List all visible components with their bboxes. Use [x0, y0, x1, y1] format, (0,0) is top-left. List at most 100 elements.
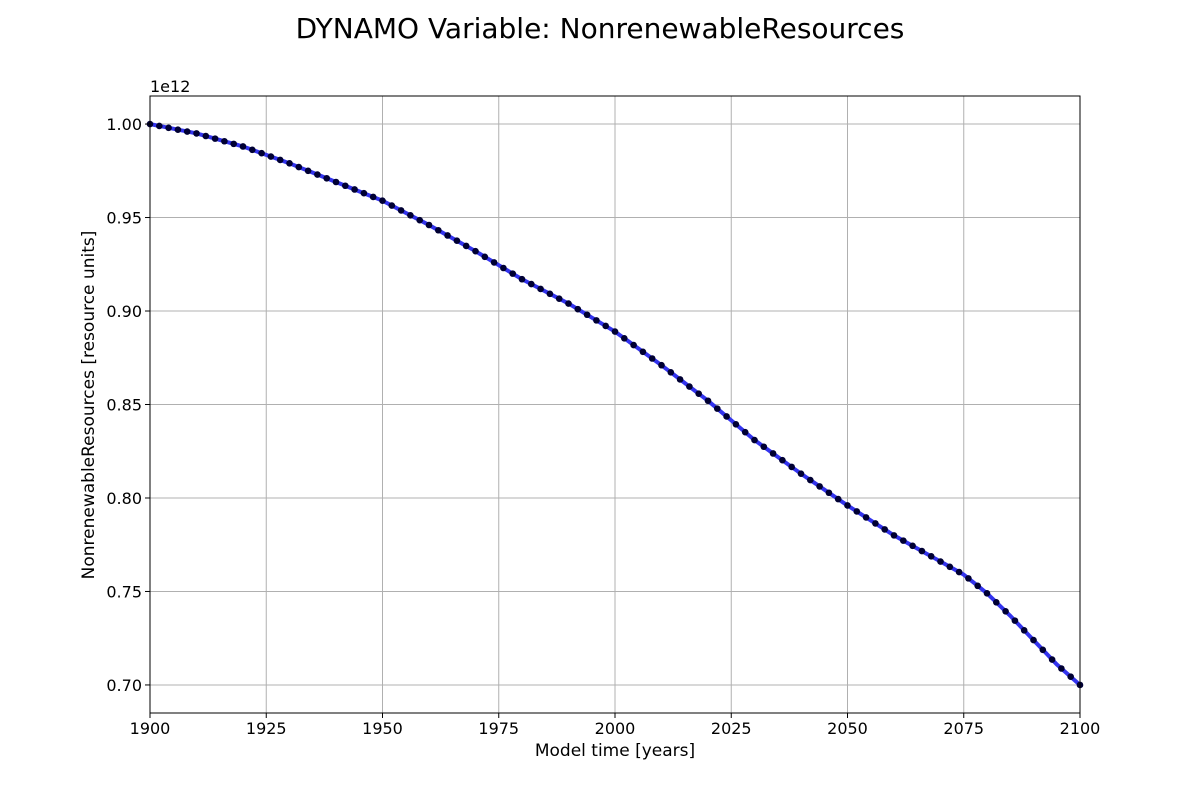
- data-point: [211, 135, 219, 142]
- data-point: [1011, 617, 1019, 624]
- data-point: [481, 253, 489, 261]
- data-point: [881, 526, 888, 533]
- x-tick-label: 2000: [595, 719, 636, 738]
- data-point: [983, 590, 991, 597]
- data-point: [630, 341, 637, 349]
- data-point: [202, 132, 210, 140]
- data-point: [853, 508, 861, 515]
- data-point: [974, 582, 981, 590]
- grid: [149, 96, 1081, 713]
- y-offset-label: 1e12: [150, 77, 190, 96]
- data-point: [667, 369, 675, 376]
- data-point: [295, 163, 303, 171]
- y-tick-label: 0.95: [106, 209, 142, 228]
- y-tick-label: 0.85: [106, 396, 142, 415]
- data-point: [807, 476, 814, 484]
- data-point: [258, 149, 265, 157]
- data-point: [509, 270, 516, 277]
- data-point: [872, 520, 879, 527]
- data-point: [267, 153, 275, 160]
- data-point: [314, 171, 321, 178]
- data-point: [193, 130, 200, 137]
- data-point: [1020, 627, 1028, 634]
- x-tick-label: 2050: [827, 719, 868, 738]
- data-point: [304, 167, 312, 175]
- data-point: [351, 186, 358, 193]
- data-point: [1067, 673, 1074, 681]
- data-point: [332, 178, 340, 186]
- data-point: [993, 599, 1000, 606]
- data-point: [918, 547, 926, 555]
- data-point: [528, 280, 535, 288]
- data-point: [583, 311, 591, 319]
- data-point: [779, 456, 786, 464]
- data-point: [156, 122, 163, 130]
- data-point: [937, 558, 944, 565]
- data-point: [397, 207, 405, 214]
- data-point: [183, 128, 191, 135]
- data-point: [286, 160, 293, 167]
- data-point: [704, 397, 712, 405]
- data-point: [276, 156, 284, 164]
- data-point: [444, 232, 451, 239]
- x-tick-label: 1900: [130, 719, 171, 738]
- x-tick-label: 2100: [1060, 719, 1101, 738]
- data-point: [435, 226, 442, 234]
- x-tick-label: 2025: [711, 719, 752, 738]
- data-point: [565, 300, 572, 307]
- data-point: [360, 189, 368, 197]
- data-point: [555, 295, 563, 302]
- y-axis-label: NonrenewableResources [resource units]: [79, 231, 99, 580]
- data-point: [834, 495, 842, 503]
- data-point: [611, 328, 619, 335]
- data-point: [862, 514, 870, 521]
- x-axis-ticks: 1900 1925 1950 1975 2000 2025 2050 2075 2100: [130, 713, 1101, 738]
- data-point: [379, 197, 386, 205]
- data-point: [453, 237, 461, 245]
- data-point: [518, 275, 526, 283]
- data-point: [500, 264, 507, 272]
- data-point: [407, 211, 414, 219]
- data-point: [760, 443, 768, 451]
- data-point: [174, 126, 182, 133]
- data-point: [723, 413, 730, 420]
- data-point: [909, 542, 916, 550]
- data-point: [1030, 636, 1037, 644]
- data-point: [788, 463, 795, 471]
- data-point: [769, 450, 777, 457]
- x-tick-label: 1975: [478, 719, 519, 738]
- data-point: [927, 553, 935, 560]
- data-point: [593, 317, 600, 324]
- data-point: [1039, 646, 1047, 654]
- y-axis-ticks: 0.70 0.75 0.80 0.85 0.90 0.95 1.00: [106, 115, 150, 695]
- data-point: [472, 247, 479, 255]
- data-point: [462, 242, 470, 250]
- data-point: [425, 221, 433, 229]
- data-point: [1002, 607, 1009, 615]
- series-layer: [146, 120, 1084, 689]
- data-point: [658, 361, 665, 369]
- data-point: [537, 285, 544, 293]
- y-tick-label: 1.00: [106, 115, 142, 134]
- data-point: [741, 428, 749, 436]
- data-point: [342, 182, 349, 190]
- data-point: [165, 124, 172, 132]
- data-point: [388, 202, 396, 209]
- data-point: [714, 405, 721, 412]
- data-point: [369, 193, 377, 201]
- x-axis-label: Model time [years]: [535, 741, 695, 761]
- data-point: [797, 470, 805, 477]
- data-point: [946, 563, 954, 571]
- data-point: [676, 376, 684, 383]
- data-point: [602, 322, 609, 330]
- data-point: [230, 140, 237, 148]
- data-point: [416, 216, 424, 224]
- y-tick-label: 0.90: [106, 302, 142, 321]
- data-point: [816, 483, 823, 490]
- data-point: [221, 137, 228, 145]
- y-tick-label: 0.80: [106, 489, 142, 508]
- data-point: [490, 259, 498, 266]
- data-point: [1048, 656, 1056, 663]
- data-point: [249, 146, 256, 154]
